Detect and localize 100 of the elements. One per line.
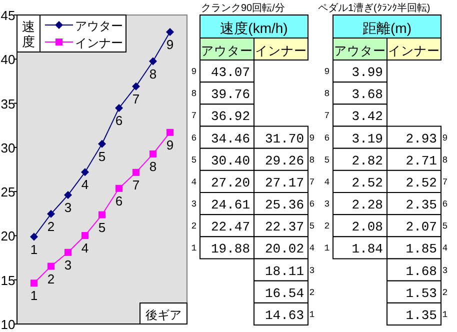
x-tick-label: インナー [255, 44, 307, 58]
category-label: 7 [132, 177, 140, 192]
point [132, 168, 140, 176]
point [82, 232, 88, 240]
data-label: 3.99 [352, 65, 383, 80]
point [98, 140, 106, 148]
x-axis-title: 後ギア [146, 308, 182, 322]
xlabel-box: 後ギア [140, 302, 188, 324]
data-label: 18.11 [264, 264, 304, 279]
x-tick-label: アウター [201, 44, 253, 58]
data-label: 1.53 [406, 286, 437, 301]
y-tick-label: 4 [324, 177, 330, 188]
data-label: 2.35 [406, 198, 437, 212]
y2-tick-label: 5 [309, 222, 315, 232]
y2-tick-label: 6 [309, 200, 315, 210]
point [30, 232, 38, 241]
data-label: 1.35 [406, 308, 437, 323]
data-label: 2.07 [406, 220, 437, 235]
data-label: 2.52 [352, 175, 383, 190]
x-tick-label: インナー [388, 44, 440, 58]
y-tick-label: 9 [324, 67, 330, 77]
data-label: 30.40 [210, 153, 250, 168]
data-label: 2.52 [406, 175, 437, 190]
y-tick-label: 9 [191, 67, 197, 77]
y-tick-label: 20 [0, 228, 16, 244]
data-label: 27.17 [264, 175, 304, 190]
point [132, 82, 140, 90]
point [116, 184, 122, 192]
point [64, 248, 72, 256]
y-axis-title: 速度 [22, 19, 35, 49]
column-header: インナー [254, 38, 308, 60]
point [150, 150, 156, 158]
y2-tick-label: 7 [442, 177, 448, 188]
data-label: 22.37 [264, 220, 304, 235]
y2-tick-label: 9 [442, 133, 448, 144]
data-label: 3.42 [352, 109, 383, 124]
category-label: 1 [30, 288, 38, 304]
y-tick-label: 3 [324, 200, 330, 210]
point [30, 280, 38, 287]
data-label: 2.93 [406, 131, 437, 146]
legend-label: アウター [75, 19, 123, 33]
category-label: 9 [166, 137, 174, 152]
column-header: インナー [386, 38, 442, 60]
y-tick-label: 5 [324, 155, 330, 166]
data-label: 29.26 [264, 153, 304, 168]
y-tick-label: 7 [324, 111, 330, 122]
data-label: 20.02 [264, 242, 304, 257]
data-label: 14.63 [264, 308, 304, 323]
y2-tick-label: 5 [442, 222, 448, 232]
y2-tick-label: 1 [442, 310, 448, 320]
y-tick-label: 40 [0, 52, 16, 68]
y-tick-label: 8 [324, 89, 330, 100]
chart-subtitle: 距離(m) [362, 20, 412, 36]
y2-tick-label: 2 [442, 288, 448, 298]
data-label: 2.28 [352, 198, 383, 212]
subtitle-box: 距離(m) [332, 14, 442, 38]
point [149, 57, 157, 66]
data-label: 43.07 [210, 65, 250, 80]
category-label: 5 [98, 220, 106, 235]
ylabel-box: 速度 [16, 14, 40, 52]
subtitle-box: 速度(km/h) [200, 14, 308, 38]
y2-tick-label: 2 [309, 288, 315, 298]
y2-tick-label: 8 [309, 155, 315, 166]
y2-tick-label: 8 [442, 155, 448, 166]
y-tick-label: 6 [324, 133, 330, 144]
y2-tick-label: 1 [309, 310, 315, 320]
data-label: 2.71 [406, 153, 438, 168]
y-tick-label: 15 [0, 272, 16, 288]
point [166, 28, 174, 36]
point [166, 128, 174, 136]
y2-tick-label: 3 [442, 266, 448, 276]
y-tick-label: 3 [191, 200, 197, 210]
y2-tick-label: 6 [442, 200, 448, 210]
category-label: 6 [115, 193, 123, 208]
x-tick-label: 9 [166, 37, 174, 52]
data-label: 16.54 [264, 286, 304, 301]
category-label: 2 [47, 271, 55, 286]
y-tick-label: 10 [0, 317, 16, 332]
data-label: 2.08 [352, 220, 383, 235]
data-label: 36.92 [210, 109, 250, 124]
data-label: 1.68 [406, 264, 437, 279]
data-label: 31.70 [264, 131, 304, 146]
point [47, 210, 55, 218]
x-tick-label: アウター [334, 44, 386, 58]
y2-tick-label: 9 [309, 133, 315, 144]
data-label: 19.88 [210, 242, 250, 257]
y-tick-label: 25 [0, 184, 16, 200]
point [48, 262, 54, 270]
data-label: 27.20 [210, 175, 250, 190]
data-label: 34.46 [210, 131, 250, 146]
chart-title: クランク90回転/分 [201, 2, 285, 14]
data-label: 3.68 [352, 87, 383, 102]
data-label: 3.19 [352, 131, 383, 146]
point [81, 168, 89, 176]
y-tick-label: 45 [0, 8, 16, 23]
chart-title: ペダル1漕ぎ(ｸﾗﾝｸ半回転) [318, 2, 430, 14]
column-header: アウター [200, 38, 254, 60]
data-label: 25.36 [264, 198, 304, 212]
chart-subtitle: 速度(km/h) [220, 20, 288, 36]
point [115, 104, 123, 112]
